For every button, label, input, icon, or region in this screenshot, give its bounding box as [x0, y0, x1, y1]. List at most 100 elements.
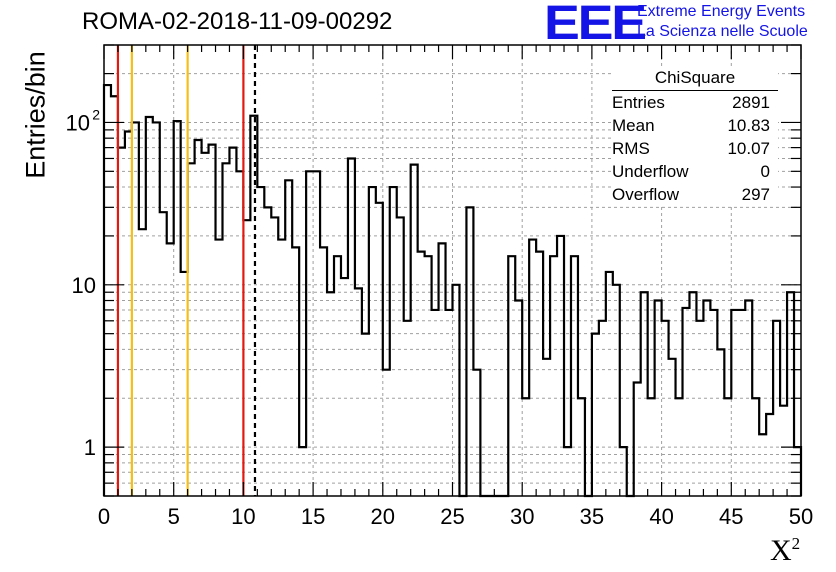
histogram-bin [453, 285, 460, 496]
y-tick-label: 10 [66, 110, 90, 135]
histogram-bin [439, 243, 446, 496]
histogram-bin [689, 292, 696, 496]
histogram-bin [571, 256, 578, 496]
eee-logo: EEE [544, 0, 647, 50]
stats-label: Underflow [612, 162, 689, 181]
histogram-bin [222, 163, 229, 496]
histogram-bin [250, 116, 257, 496]
histogram-bin [773, 321, 780, 496]
stats-row-entries: Entries 2891 [612, 91, 778, 114]
histogram-bin [717, 349, 724, 496]
histogram-bin [724, 398, 731, 496]
stats-label: RMS [612, 139, 650, 158]
histogram-bin [550, 256, 557, 496]
histogram-bin [271, 217, 278, 496]
histogram-bin [411, 165, 418, 496]
histogram-bin [153, 122, 160, 496]
histogram-bin [641, 292, 648, 496]
histogram-bin [613, 285, 620, 496]
y-tick-label: 1 [84, 435, 96, 460]
histogram-bin [662, 321, 669, 496]
stats-value: 10.83 [727, 116, 770, 135]
histogram-bin [466, 207, 473, 496]
histogram-bin [543, 359, 550, 496]
histogram-bin [634, 383, 641, 496]
histogram-bin [202, 153, 209, 496]
histogram-bin [139, 229, 146, 496]
histogram-bin [167, 243, 174, 496]
x-tick-label: 0 [98, 504, 110, 529]
histogram-bin [216, 240, 223, 496]
histogram-bin [515, 301, 522, 496]
histogram-bin [738, 310, 745, 496]
x-tick-label: 5 [168, 504, 180, 529]
histogram-series [102, 83, 803, 498]
org-line-1: Extreme Energy Events [637, 3, 806, 20]
histogram-bin [376, 203, 383, 496]
x-tick-label: 50 [789, 504, 813, 529]
histogram-bin [174, 121, 181, 496]
x-tick-label: 35 [580, 504, 604, 529]
x-tick-label: 40 [649, 504, 673, 529]
stats-value: 2891 [732, 93, 770, 112]
histogram-bin [564, 447, 571, 496]
histogram-bin [683, 308, 690, 496]
histogram-bin [745, 301, 752, 496]
histogram-bin [292, 247, 299, 496]
histogram-bin [669, 359, 676, 496]
histogram-bin [752, 398, 759, 496]
histogram-bin [299, 447, 306, 496]
stats-label: Entries [612, 93, 665, 112]
histogram-bin [710, 310, 717, 496]
histogram-bin [146, 117, 153, 496]
stats-value: 10.07 [727, 139, 770, 158]
histogram-bin [425, 256, 432, 496]
histogram-bin [759, 434, 766, 496]
stats-row-underflow: Underflow 0 [612, 160, 778, 183]
stats-label: Overflow [612, 185, 680, 204]
histogram-bin [334, 256, 341, 496]
y-tick-label-superscript: 2 [92, 106, 100, 122]
histogram-bin [620, 447, 627, 496]
histogram-bin [696, 321, 703, 496]
histogram-bin [432, 310, 439, 496]
histogram-bin [529, 240, 536, 496]
histogram-bin [320, 247, 327, 496]
stats-title: ChiSquare [612, 66, 778, 91]
histogram-bin [264, 207, 271, 496]
histogram-bin [327, 292, 334, 496]
histogram-bin [703, 301, 710, 496]
histogram-bin [404, 321, 411, 496]
y-tick-label: 10 [72, 273, 96, 298]
organization-name: Extreme Energy Events La Scienza nelle S… [637, 2, 808, 42]
x-tick-label: 20 [371, 504, 395, 529]
stats-value: 297 [741, 185, 770, 204]
x-axis-label: X2 [770, 534, 800, 568]
histogram-bin [655, 301, 662, 496]
histogram-bin [285, 180, 292, 496]
stats-row-mean: Mean 10.83 [612, 114, 778, 137]
histogram-bin [606, 272, 613, 496]
histogram-bin [676, 398, 683, 496]
histogram-bin [578, 398, 585, 496]
stats-row-rms: RMS 10.07 [612, 137, 778, 160]
y-axis-label: Entries/bin [20, 51, 51, 179]
histogram-bin [522, 398, 529, 496]
x-axis-label-superscript: 2 [791, 534, 801, 553]
x-tick-label: 25 [440, 504, 464, 529]
histogram-bin [341, 278, 348, 496]
histogram-bin [418, 252, 425, 496]
histogram-bin [229, 148, 236, 496]
histogram-bin [355, 288, 362, 496]
histogram-bin [160, 212, 167, 496]
chart-title: ROMA-02-2018-11-09-00292 [82, 8, 393, 35]
org-line-2: La Scienza nelle Scuole [637, 23, 808, 40]
x-tick-label: 30 [510, 504, 534, 529]
histogram-bin [257, 187, 264, 496]
histogram-bin [383, 370, 390, 496]
x-axis-label-base: X [770, 534, 792, 567]
histogram-bin [362, 334, 369, 496]
histogram-bin [473, 370, 480, 496]
histogram-bin [766, 414, 773, 496]
